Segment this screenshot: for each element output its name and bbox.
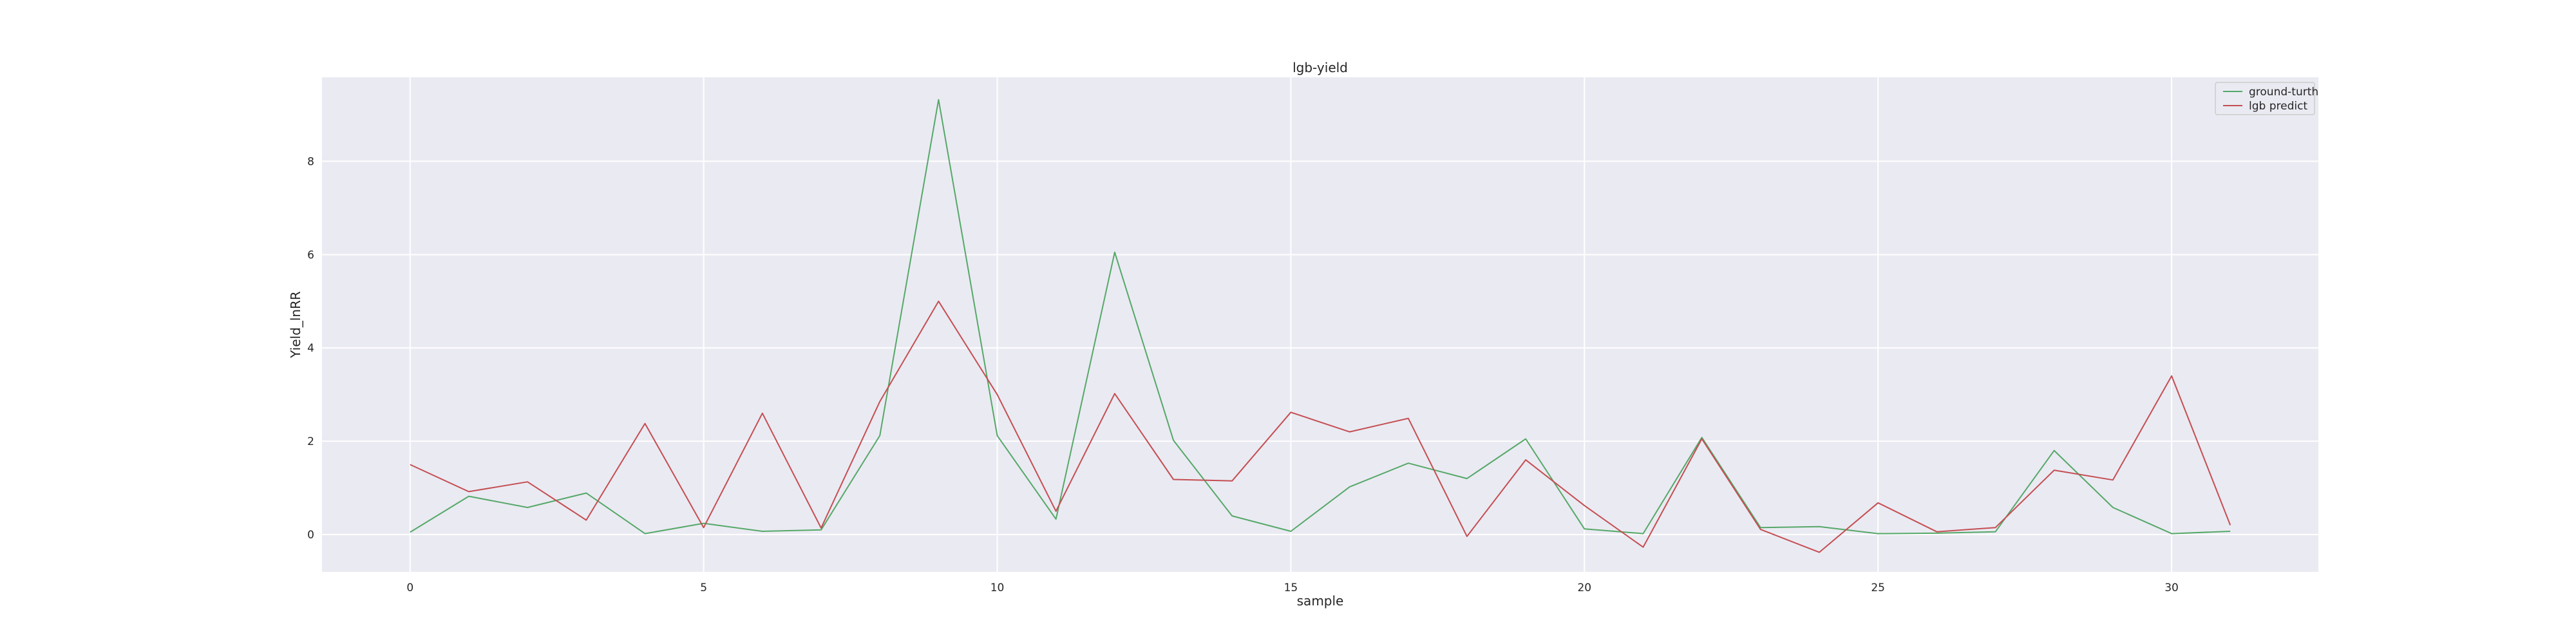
grid (322, 77, 2318, 572)
x-tick-10: 10 (990, 582, 1005, 594)
y-tick-8: 8 (307, 155, 314, 168)
y-tick-6: 6 (307, 249, 314, 261)
y-tick-labels: 0 2 4 6 8 (307, 155, 314, 542)
series-line-lgb-predict (410, 300, 2231, 553)
x-tick-labels: 0 5 10 15 20 25 30 (406, 582, 2179, 594)
y-tick-0: 0 (307, 529, 314, 542)
x-tick-20: 20 (1577, 582, 1591, 594)
x-tick-5: 5 (700, 582, 707, 594)
y-tick-4: 4 (307, 342, 314, 355)
plot-area (322, 77, 2318, 572)
x-axis-label: sample (1297, 593, 1344, 609)
legend-label-ground-turth: ground-turth (2249, 86, 2318, 99)
x-tick-15: 15 (1284, 582, 1298, 594)
y-axis-label: Yield_lnRR (288, 291, 303, 359)
x-tick-0: 0 (406, 582, 413, 594)
legend: ground-turth lgb predict (2215, 82, 2318, 115)
legend-box (2215, 82, 2315, 115)
series-line-ground-turth (410, 99, 2231, 535)
series-lines (410, 99, 2231, 553)
x-tick-30: 30 (2164, 582, 2179, 594)
chart-title: lgb-yield (1293, 60, 1348, 75)
x-tick-25: 25 (1871, 582, 1885, 594)
legend-label-lgb-predict: lgb predict (2249, 100, 2307, 113)
y-tick-2: 2 (307, 435, 314, 448)
